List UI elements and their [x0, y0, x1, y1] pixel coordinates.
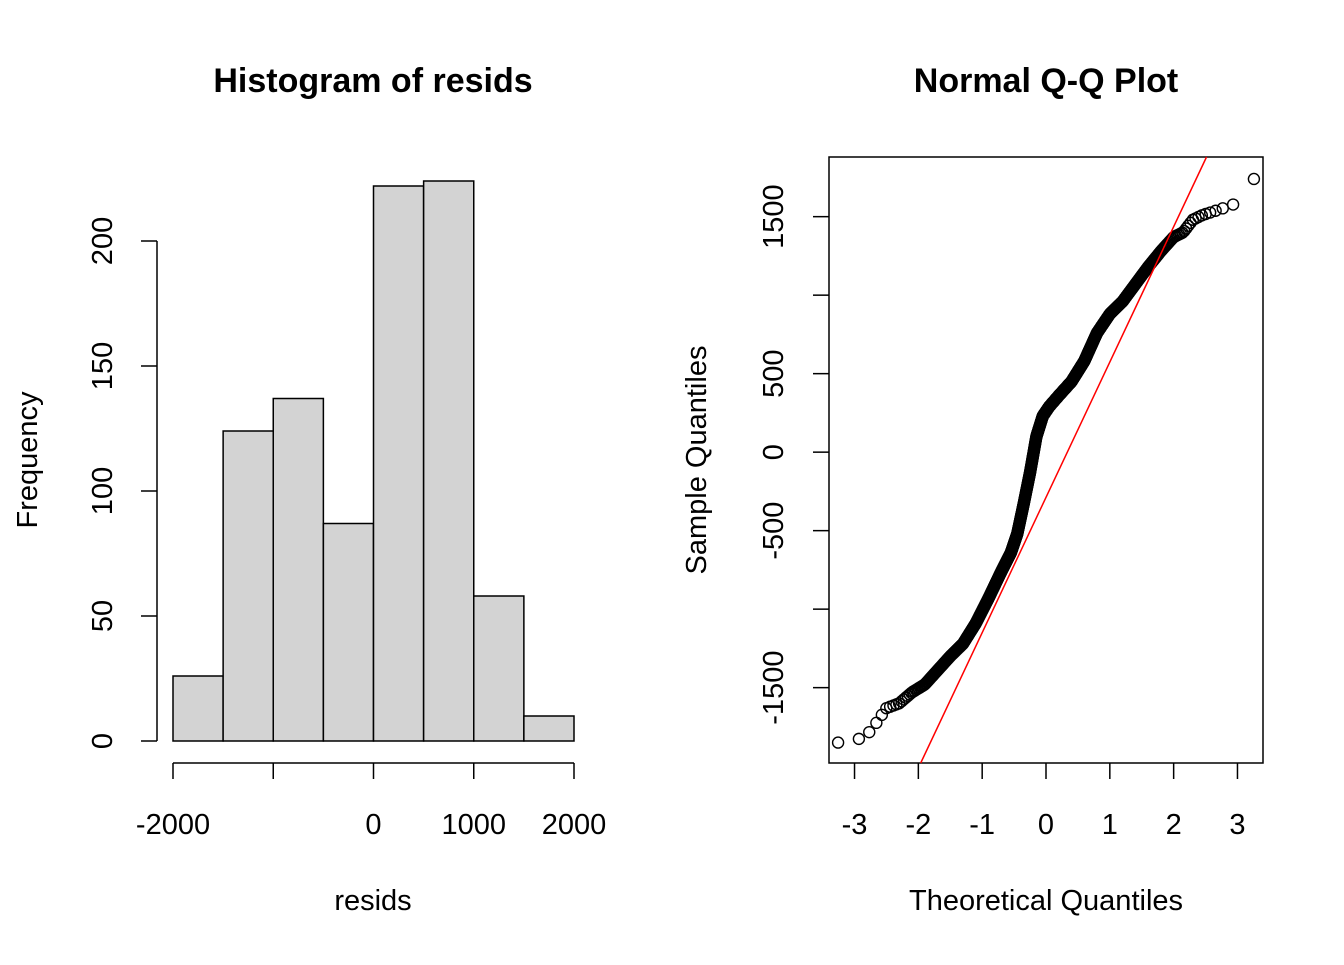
histogram-bar-6 [473, 595, 525, 742]
qq-x-tick-label-4: 1 [1102, 809, 1118, 841]
qq-plot-panel: Normal Q-Q Plot Theoretical Quantiles Sa… [681, 62, 1264, 917]
qq-y-tick-label-7: 1500 [758, 184, 790, 249]
qq-point-1 [852, 732, 866, 746]
histogram-bar-2 [272, 397, 325, 742]
qq-point-887 [1216, 202, 1229, 215]
qq-y-tick-label-1: -1500 [758, 651, 790, 725]
qq-x-tick-label-1: -2 [905, 809, 931, 841]
histogram-x-tick-label-4: 2000 [542, 809, 607, 841]
qq-points [831, 172, 1261, 749]
qq-y-label: Sample Quantiles [681, 346, 713, 575]
histogram-bars [172, 180, 575, 742]
qq-point-888 [1226, 198, 1240, 211]
qq-y-tick-label-4: 0 [758, 444, 790, 460]
qq-x-axis: -3 -2 -1 0 1 2 3 [842, 763, 1246, 841]
qq-x-tick-label-0: -3 [842, 809, 868, 841]
qq-title: Normal Q-Q Plot [914, 62, 1178, 100]
histogram-bar-7 [523, 715, 575, 742]
histogram-title: Histogram of resids [213, 62, 532, 100]
qq-x-tick-label-2: -1 [969, 809, 995, 841]
histogram-bar-1 [222, 430, 274, 742]
histogram-panel: Histogram of resids resids Frequency -20… [12, 62, 606, 917]
histogram-y-axis: 0 50 100 150 200 [87, 217, 158, 749]
qq-x-tick-label-5: 2 [1166, 809, 1182, 841]
histogram-y-tick-label-0: 0 [87, 733, 119, 749]
qq-point-886 [1209, 204, 1222, 217]
qq-x-tick-label-3: 0 [1038, 809, 1054, 841]
qq-y-tick-label-3: -500 [758, 502, 790, 560]
histogram-bar-3 [322, 522, 375, 742]
qq-point-0 [831, 736, 845, 749]
qq-y-tick-label-5: 500 [758, 349, 790, 397]
qq-point-3 [870, 716, 883, 730]
qq-point-885 [1203, 206, 1217, 219]
histogram-x-label: resids [334, 885, 411, 917]
qq-point-4 [875, 708, 889, 722]
histogram-x-axis: -2000 0 1000 2000 [136, 762, 607, 841]
histogram-y-tick-label-3: 150 [87, 342, 119, 390]
qq-point-2 [863, 725, 876, 739]
qq-x-label: Theoretical Quantiles [909, 885, 1183, 917]
histogram-x-tick-label-2: 0 [365, 809, 381, 841]
histogram-bar-5 [422, 180, 475, 742]
histogram-bar-0 [172, 675, 224, 742]
histogram-y-tick-label-2: 100 [87, 467, 119, 515]
qq-point-889 [1247, 172, 1261, 186]
histogram-y-tick-label-4: 200 [87, 217, 119, 265]
histogram-x-tick-label-3: 1000 [441, 809, 506, 841]
qq-plot-frame [828, 156, 1264, 764]
qq-x-tick-label-6: 3 [1229, 809, 1245, 841]
histogram-x-tick-label-0: -2000 [136, 809, 210, 841]
histogram-y-label: Frequency [12, 391, 44, 529]
histogram-y-tick-label-1: 50 [87, 600, 119, 632]
qq-reference-line [920, 156, 1208, 764]
histogram-bar-4 [372, 185, 425, 742]
qq-y-axis: -1500 -500 0 500 1500 [758, 184, 829, 725]
